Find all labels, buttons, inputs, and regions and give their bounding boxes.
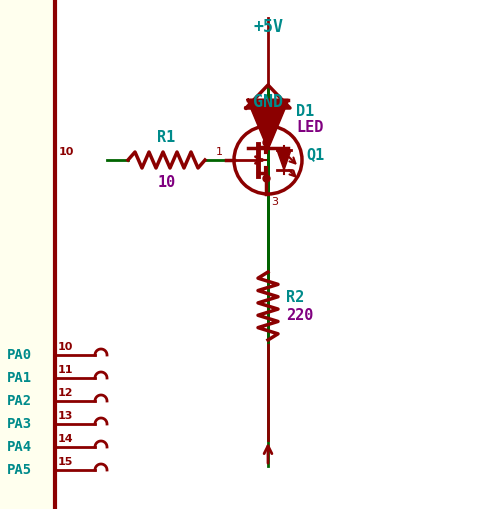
- Text: GND: GND: [253, 93, 283, 111]
- Polygon shape: [277, 150, 291, 170]
- Text: 4: 4: [271, 112, 278, 122]
- Text: +5V: +5V: [253, 18, 283, 36]
- Text: 1: 1: [216, 147, 223, 157]
- Text: D1: D1: [296, 104, 314, 119]
- Text: PA3: PA3: [7, 417, 32, 431]
- Text: R1: R1: [158, 130, 176, 145]
- Text: 15: 15: [58, 457, 74, 467]
- Text: PA5: PA5: [7, 463, 32, 477]
- Text: LED: LED: [296, 120, 324, 135]
- Text: Q1: Q1: [306, 148, 324, 162]
- Polygon shape: [248, 100, 288, 148]
- Text: PA2: PA2: [7, 394, 32, 408]
- Bar: [0, 0, 55, 509]
- Text: 10: 10: [158, 175, 176, 190]
- Text: PA1: PA1: [7, 371, 32, 385]
- Text: R2: R2: [286, 291, 304, 305]
- Text: 10: 10: [59, 147, 74, 157]
- Text: 12: 12: [58, 388, 74, 398]
- Text: 3: 3: [271, 197, 278, 207]
- Text: 13: 13: [58, 411, 74, 421]
- Text: PA0: PA0: [7, 348, 32, 362]
- Text: 10: 10: [58, 342, 74, 352]
- Text: PA4: PA4: [7, 440, 32, 454]
- Text: 11: 11: [58, 365, 74, 375]
- Text: 220: 220: [286, 308, 314, 324]
- Text: 14: 14: [58, 434, 74, 444]
